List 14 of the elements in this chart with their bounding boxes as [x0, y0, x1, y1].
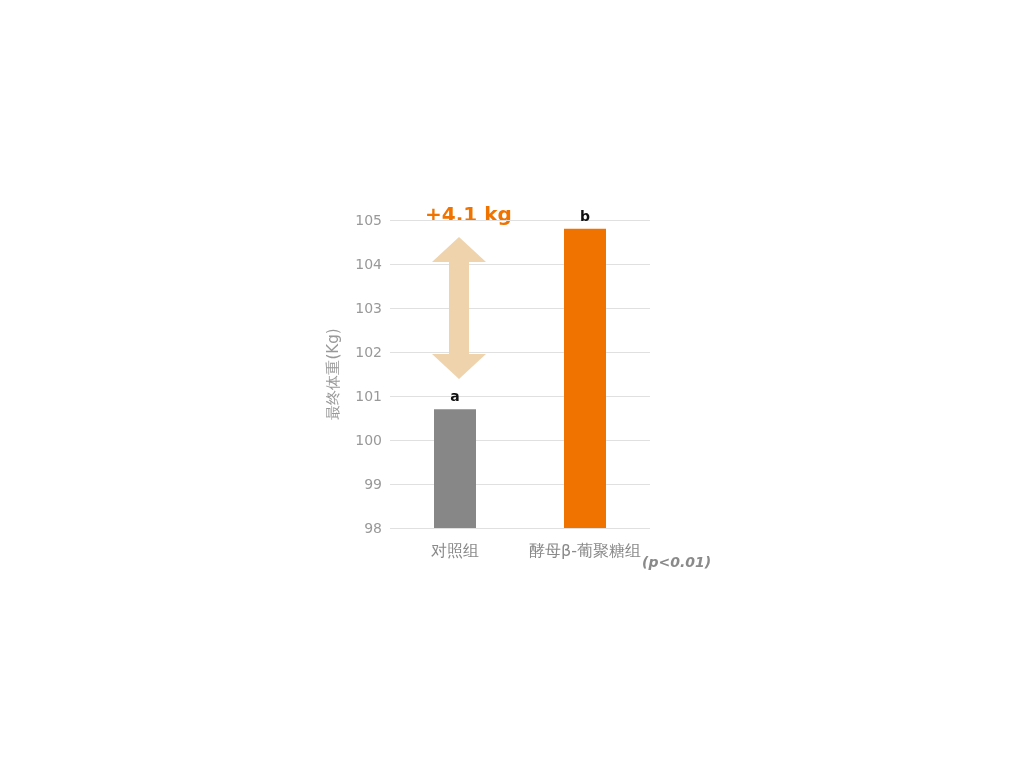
text: (p<0.01) — [642, 554, 712, 570]
y-tick-label: 98 — [364, 520, 382, 536]
y-tick-label: 104 — [355, 256, 383, 272]
y-tick-label: 101 — [355, 388, 382, 404]
x-tick-label: 对照组 — [431, 540, 479, 560]
y-tick-label: 102 — [355, 344, 382, 360]
annotation: b — [579, 207, 591, 224]
y-tick-label: 103 — [355, 300, 382, 316]
y-tick-label: 105 — [355, 212, 382, 228]
y-tick-label: 100 — [355, 432, 382, 448]
y-tick-label: 99 — [364, 476, 382, 492]
x-tick-label: 酵母β-葡聚糖组 — [529, 540, 641, 560]
y-axis-title: 最终体重(Kg) — [323, 328, 342, 420]
annotation: a — [450, 388, 460, 405]
